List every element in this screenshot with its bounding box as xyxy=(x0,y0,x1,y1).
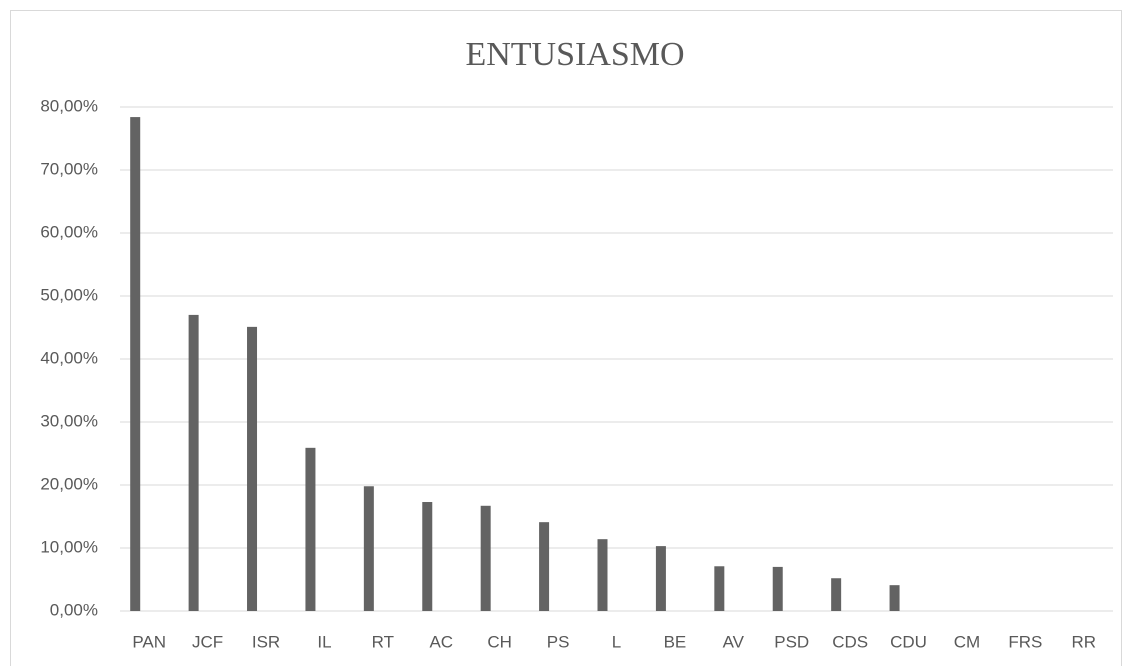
chart-border xyxy=(10,10,1122,666)
x-tick-label: FRS xyxy=(1008,632,1042,651)
x-tick-label: CM xyxy=(954,632,980,651)
y-tick-label: 30,00% xyxy=(40,411,98,430)
x-tick-label: L xyxy=(612,632,621,651)
x-tick-label: PAN xyxy=(132,632,166,651)
x-tick-label: AC xyxy=(429,632,453,651)
x-tick-label: BE xyxy=(664,632,687,651)
bar xyxy=(597,539,608,611)
y-tick-label: 60,00% xyxy=(40,222,98,241)
y-tick-label: 20,00% xyxy=(40,474,98,493)
x-tick-label: JCF xyxy=(192,632,223,651)
x-tick-label: AV xyxy=(723,632,745,651)
bar xyxy=(539,522,550,611)
bar xyxy=(889,585,900,611)
bar xyxy=(831,578,842,611)
bar xyxy=(363,486,374,611)
x-tick-label: RT xyxy=(372,632,394,651)
bar xyxy=(130,117,141,611)
x-tick-label: RR xyxy=(1072,632,1097,651)
x-tick-label: IL xyxy=(317,632,331,651)
y-tick-label: 0,00% xyxy=(50,600,98,619)
x-tick-label: CDU xyxy=(890,632,927,651)
x-tick-label: CH xyxy=(487,632,512,651)
bar xyxy=(772,566,783,611)
x-tick-label: CDS xyxy=(832,632,868,651)
x-tick-label: ISR xyxy=(252,632,280,651)
bar xyxy=(714,566,725,611)
bar xyxy=(422,502,433,611)
bar xyxy=(188,314,199,611)
y-tick-label: 40,00% xyxy=(40,348,98,367)
bar xyxy=(247,326,258,611)
y-tick-label: 80,00% xyxy=(40,96,98,115)
y-tick-label: 10,00% xyxy=(40,537,98,556)
x-tick-label: PSD xyxy=(774,632,809,651)
x-tick-label: PS xyxy=(547,632,570,651)
y-tick-label: 50,00% xyxy=(40,285,98,304)
bar xyxy=(480,505,491,611)
bar xyxy=(655,546,666,611)
bar xyxy=(305,447,316,611)
chart-title: ENTUSIASMO xyxy=(465,36,684,73)
y-tick-label: 70,00% xyxy=(40,159,98,178)
